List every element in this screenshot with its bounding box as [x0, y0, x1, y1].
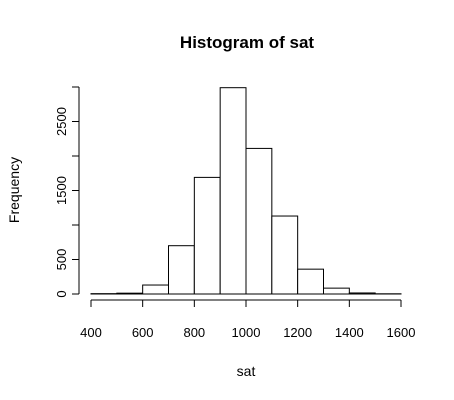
y-axis: 0 500 1500 2500	[54, 87, 79, 298]
x-axis-label: sat	[237, 363, 256, 379]
x-tick-label: 1200	[283, 325, 312, 340]
histogram-bar	[324, 288, 350, 294]
x-tick-label: 1400	[335, 325, 364, 340]
x-tick-label: 800	[183, 325, 205, 340]
x-tick-label: 600	[132, 325, 154, 340]
histogram-bar	[298, 269, 324, 294]
histogram-bar	[246, 148, 272, 294]
histogram-bar	[194, 177, 220, 294]
y-tick-label: 1500	[54, 176, 69, 205]
x-tick-label: 400	[80, 325, 102, 340]
x-tick-label: 1000	[232, 325, 261, 340]
y-tick-label: 0	[54, 290, 69, 297]
histogram-bar	[143, 285, 169, 294]
histogram-bar	[169, 246, 195, 294]
y-axis-label: Frequency	[6, 157, 22, 223]
x-axis: 400 600 800 1000 1200 1400 1600	[80, 300, 415, 340]
chart-title: Histogram of sat	[180, 33, 314, 52]
histogram-bar	[349, 293, 375, 294]
x-tick-label: 1600	[387, 325, 416, 340]
y-tick-label: 2500	[54, 107, 69, 136]
histogram-bar	[272, 216, 298, 294]
y-tick-label: 500	[54, 249, 69, 271]
histogram-bar	[220, 88, 246, 294]
bars-group	[91, 88, 401, 294]
histogram-bar	[117, 293, 143, 294]
